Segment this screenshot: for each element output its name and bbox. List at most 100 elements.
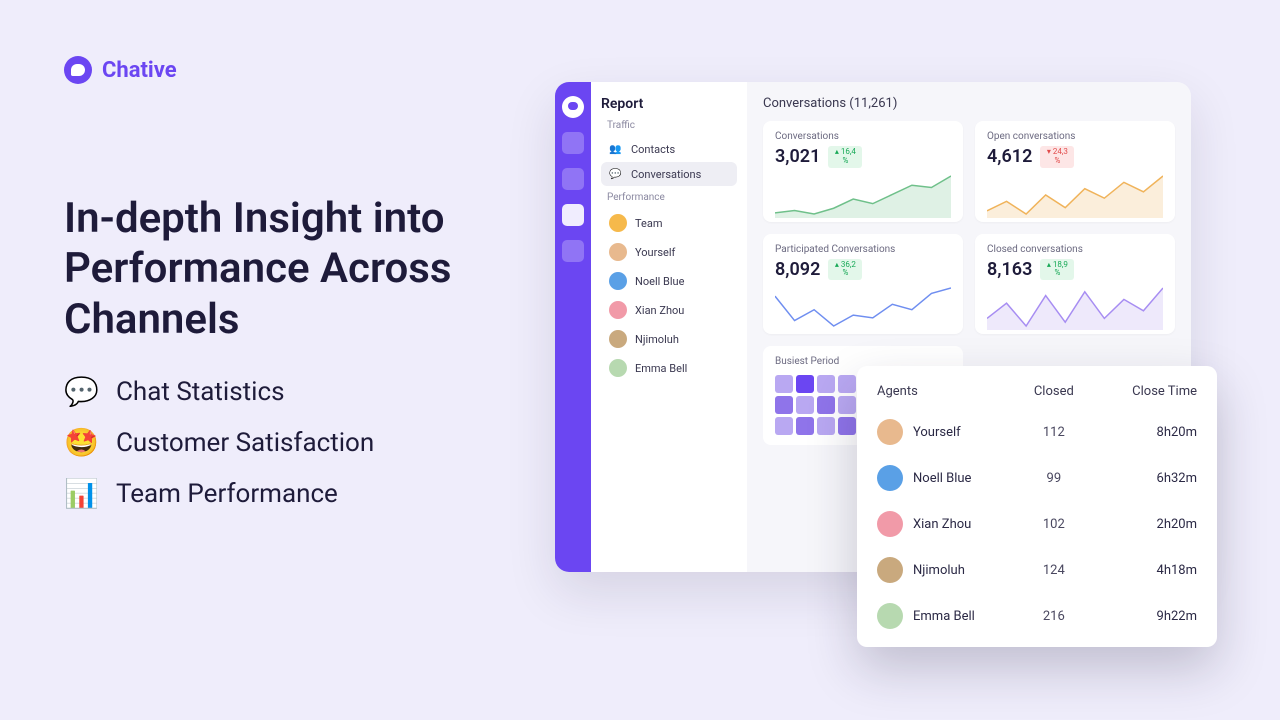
rail-item[interactable] [562,240,584,262]
agent-row[interactable]: Yourself 112 8h20m [875,409,1199,455]
chat-bubble-icon: 💬 [64,375,98,408]
brand-name: Chative [102,58,177,83]
brand-logo-mark [64,56,92,84]
agent-name: Noell Blue [913,471,971,486]
agent-close-time: 2h20m [1096,517,1197,532]
bullet-label: Customer Satisfaction [116,428,374,458]
metric-title: Conversations [775,131,951,142]
agent-row[interactable]: Noell Blue 99 6h32m [875,455,1199,501]
agent-close-time: 8h20m [1096,425,1197,440]
avatar [877,557,903,583]
avatar [609,301,627,319]
bullet-chat-stats: 💬 Chat Statistics [64,375,504,408]
heatmap-cell [838,417,856,435]
contacts-icon [609,142,623,156]
nav-rail [555,82,591,572]
bullet-label: Team Performance [116,479,338,509]
heatmap-cell [775,417,793,435]
metric-value: 3,021 [775,146,820,167]
agents-table-card: Agents Closed Close Time Yourself 112 8h… [857,366,1217,647]
agent-close-time: 6h32m [1096,471,1197,486]
sidebar-item-contacts[interactable]: Contacts [601,137,737,161]
heatmap-cell [817,417,835,435]
sidebar-item-label: Njimoluh [635,333,679,346]
headline: In-depth Insight into Performance Across… [64,194,504,345]
agent-row[interactable]: Njimoluh 124 4h18m [875,547,1199,593]
bar-chart-icon: 📊 [64,477,98,510]
heatmap-cell [796,417,814,435]
heatmap-cell [796,396,814,414]
sidebar-section-performance: Performance [607,192,737,203]
bullet-team-perf: 📊 Team Performance [64,477,504,510]
agent-row[interactable]: Emma Bell 216 9h22m [875,593,1199,639]
report-sidebar: Report Traffic Contacts Conversations Pe… [591,82,747,572]
avatar [609,243,627,261]
col-close-time: Close Time [1096,384,1197,399]
metric-value: 8,092 [775,259,820,280]
bullet-label: Chat Statistics [116,377,285,407]
metric-cards: Conversations 3,021 ▴ 16,4 % Open conver… [763,121,1175,334]
heatmap-cell [817,396,835,414]
rail-item[interactable] [562,168,584,190]
delta-pill: ▴ 36,2 % [828,259,862,281]
agent-close-time: 9h22m [1096,609,1197,624]
heatmap-cell [838,396,856,414]
heatmap-cell [817,375,835,393]
metric-title: Closed conversations [987,244,1163,255]
heatmap-cell [775,375,793,393]
heatmap-cell [775,396,793,414]
agent-name: Xian Zhou [913,517,971,532]
col-closed: Closed [1012,384,1096,399]
avatar [609,359,627,377]
metric-card[interactable]: Conversations 3,021 ▴ 16,4 % [763,121,963,222]
sidebar-item-conversations[interactable]: Conversations [601,162,737,186]
sidebar-item-agent[interactable]: Yourself [601,238,737,266]
sidebar-item-agent[interactable]: Njimoluh [601,325,737,353]
agent-closed: 102 [1012,517,1096,532]
conversations-icon [609,167,623,181]
avatar [609,330,627,348]
avatar [609,214,627,232]
col-agents: Agents [877,384,1012,399]
delta-pill: ▴ 18,9 % [1040,259,1074,281]
bullet-csat: 🤩 Customer Satisfaction [64,426,504,459]
metric-card[interactable]: Closed conversations 8,163 ▴ 18,9 % [975,234,1175,335]
avatar [609,272,627,290]
metric-value: 4,612 [987,146,1032,167]
sidebar-item-agent[interactable]: Emma Bell [601,354,737,382]
heatmap-cell [838,375,856,393]
agent-name: Emma Bell [913,609,975,624]
sidebar-item-label: Yourself [635,246,675,259]
sidebar-item-agent[interactable]: Team [601,209,737,237]
brand-logo: Chative [64,56,504,84]
agents-table-header: Agents Closed Close Time [875,380,1199,409]
metric-title: Open conversations [987,131,1163,142]
rail-chat-icon[interactable] [562,96,584,118]
avatar [877,603,903,629]
star-struck-icon: 🤩 [64,426,98,459]
agent-name: Njimoluh [913,563,965,578]
delta-pill: ▾ 24,3 % [1040,146,1074,168]
sidebar-item-label: Emma Bell [635,362,687,375]
agent-name: Yourself [913,425,961,440]
sidebar-title: Report [601,96,737,112]
sidebar-item-agent[interactable]: Xian Zhou [601,296,737,324]
delta-pill: ▴ 16,4 % [828,146,862,168]
rail-item[interactable] [562,132,584,154]
agent-closed: 124 [1012,563,1096,578]
metric-value: 8,163 [987,259,1032,280]
sidebar-section-traffic: Traffic [607,120,737,131]
rail-reports-icon[interactable] [562,204,584,226]
avatar [877,419,903,445]
agent-closed: 112 [1012,425,1096,440]
metric-card[interactable]: Open conversations 4,612 ▾ 24,3 % [975,121,1175,222]
agent-row[interactable]: Xian Zhou 102 2h20m [875,501,1199,547]
metric-title: Participated Conversations [775,244,951,255]
agent-closed: 99 [1012,471,1096,486]
sidebar-item-label: Conversations [631,168,701,181]
heatmap-cell [796,375,814,393]
sidebar-item-label: Xian Zhou [635,304,684,317]
sidebar-item-label: Contacts [631,143,675,156]
metric-card[interactable]: Participated Conversations 8,092 ▴ 36,2 … [763,234,963,335]
sidebar-item-agent[interactable]: Noell Blue [601,267,737,295]
